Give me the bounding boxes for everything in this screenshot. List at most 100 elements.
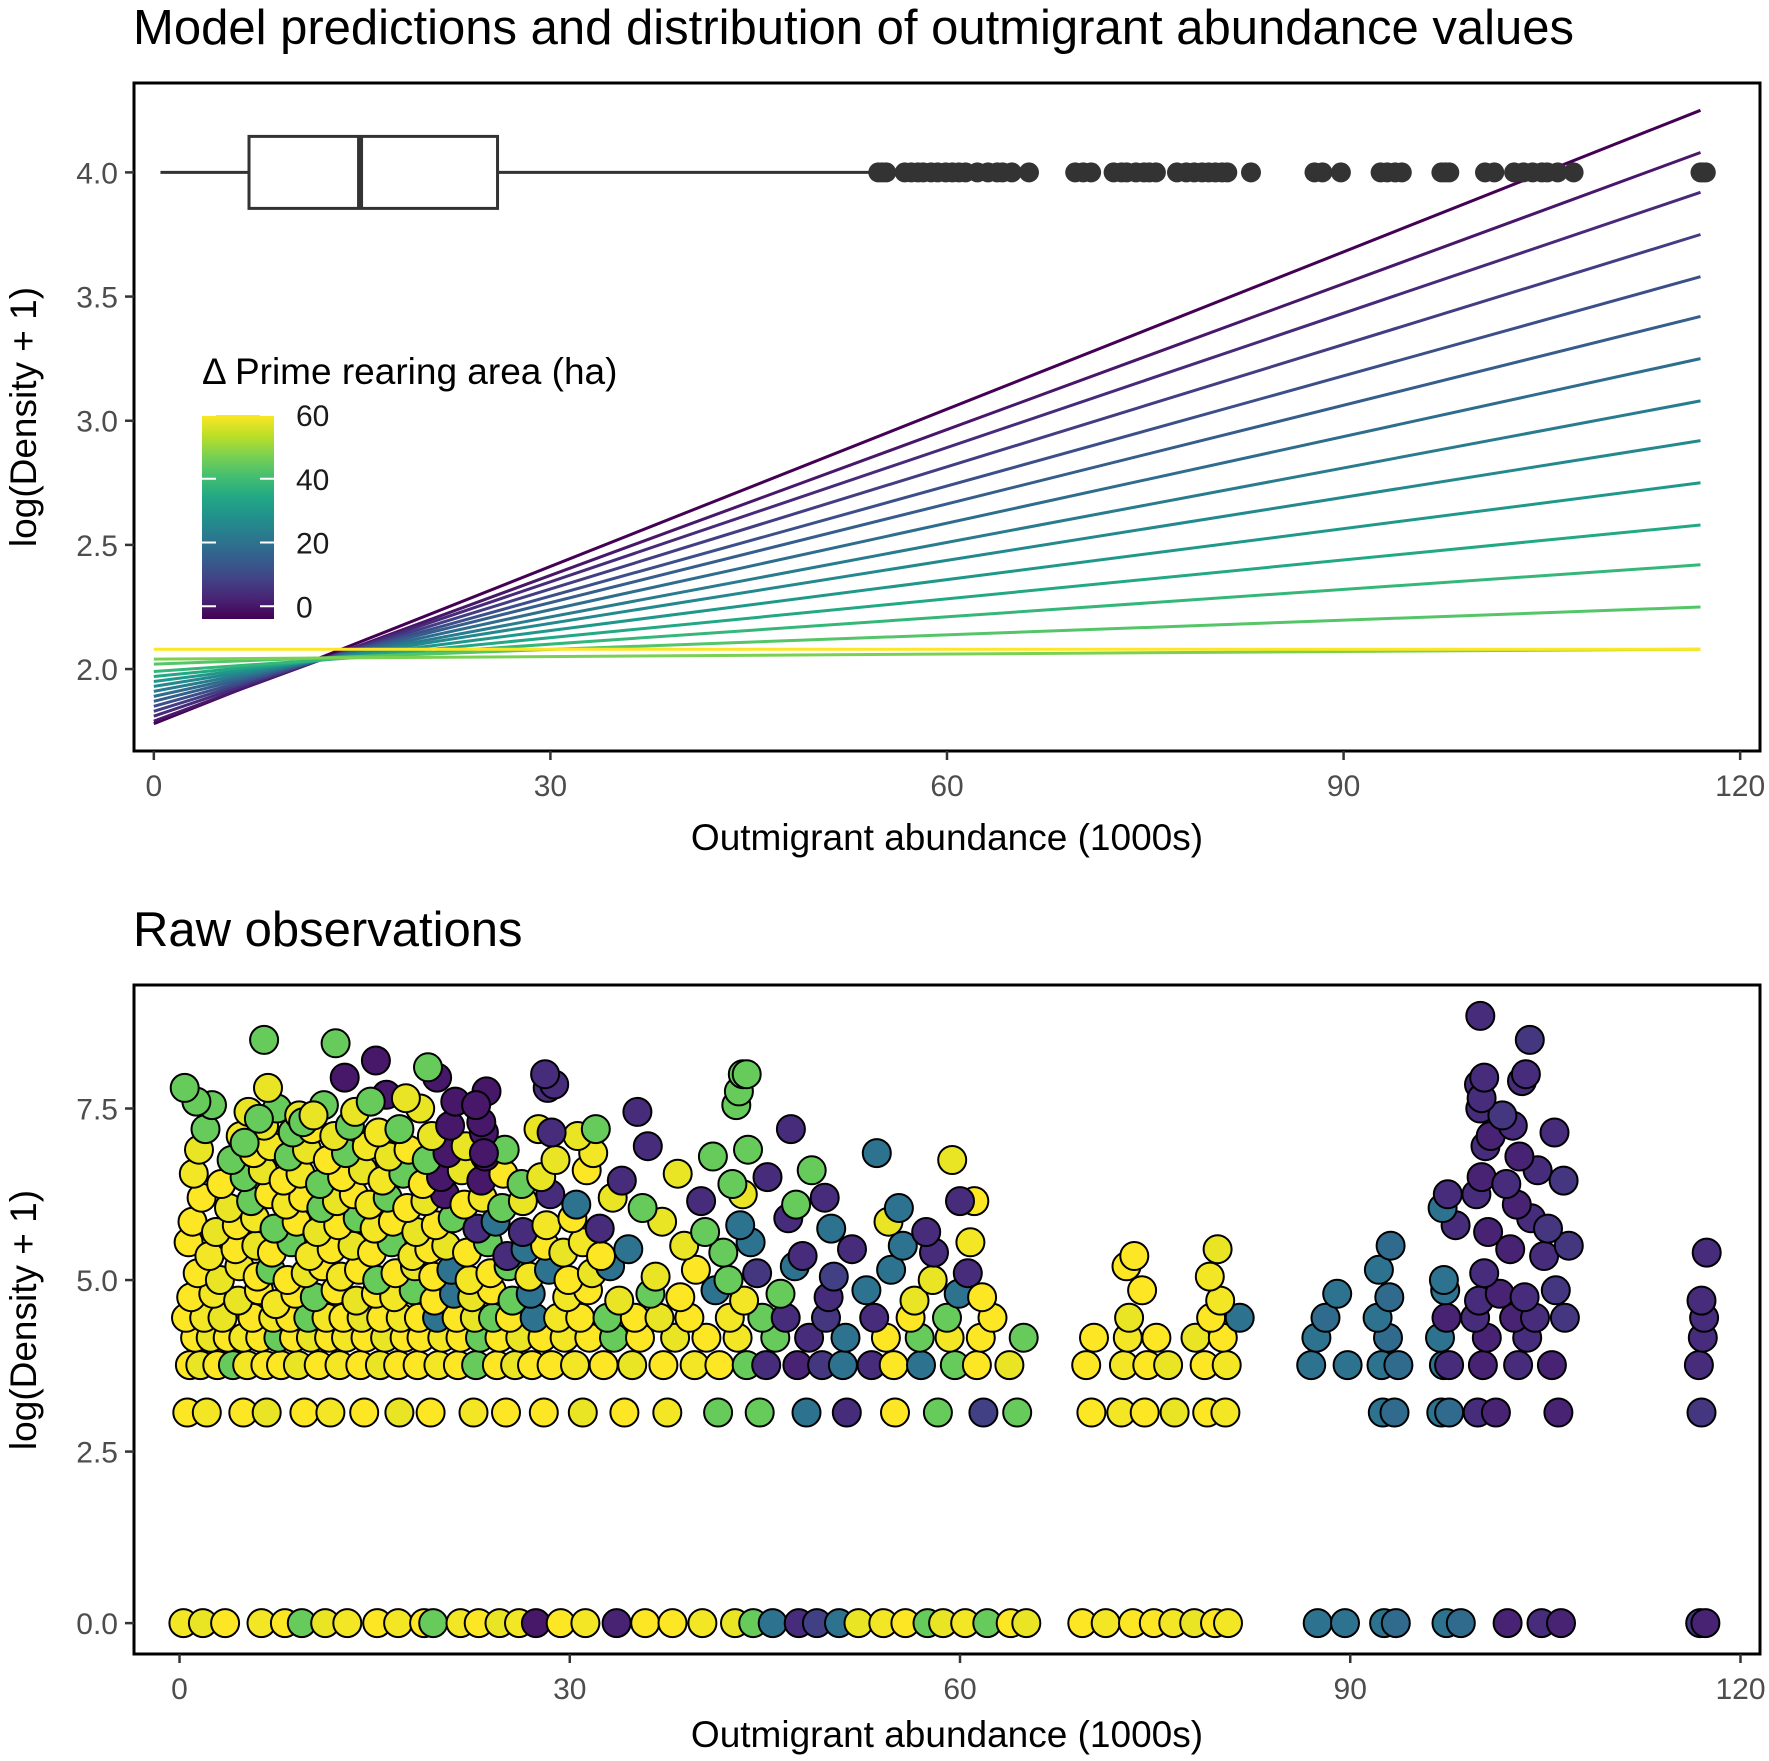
- observation-point: [604, 1285, 635, 1316]
- observation-point: [1194, 1261, 1225, 1292]
- observation-point: [1363, 1254, 1394, 1285]
- observation-point: [1428, 1265, 1459, 1295]
- observation-point: [859, 1302, 890, 1333]
- observation-point: [830, 1322, 861, 1353]
- observation-point: [1480, 1397, 1511, 1428]
- observation-point: [765, 1278, 796, 1309]
- observations-x-axis-title: Outmigrant abundance (1000s): [691, 1714, 1203, 1755]
- y-tick-label: 2.5: [76, 530, 118, 563]
- observation-point: [794, 1322, 825, 1353]
- observation-point: [883, 1193, 914, 1223]
- prediction-line-11: [153, 523, 1701, 678]
- prediction-y-axis-title: log(Density + 1): [3, 287, 44, 547]
- observation-point: [669, 1230, 700, 1261]
- observation-point: [1540, 1275, 1571, 1306]
- prediction-line-2: [153, 151, 1702, 723]
- observation-point: [1495, 1234, 1526, 1265]
- observation-point: [861, 1138, 892, 1169]
- observation-point: [1536, 1350, 1567, 1381]
- observation-point: [632, 1131, 663, 1162]
- observation-point: [1129, 1397, 1160, 1428]
- observation-point: [413, 1052, 443, 1083]
- observation-point: [1374, 1282, 1405, 1313]
- observation-point: [717, 1169, 748, 1199]
- observation-point: [606, 1165, 637, 1196]
- observation-point: [952, 1258, 983, 1289]
- observation-point: [994, 1350, 1025, 1381]
- observation-point: [1686, 1285, 1717, 1316]
- observation-point: [1071, 1350, 1102, 1381]
- observation-point: [289, 1397, 320, 1428]
- observation-point: [530, 1059, 561, 1090]
- observation-point: [560, 1350, 590, 1381]
- x-tick-label: 30: [534, 770, 567, 803]
- colorbar-ticks: 0 20 40 60: [202, 400, 329, 624]
- observation-point: [818, 1261, 849, 1292]
- observation-point: [360, 1045, 391, 1076]
- observation-points: [168, 1000, 1722, 1639]
- observation-point: [1434, 1397, 1465, 1428]
- observation-point: [491, 1397, 521, 1428]
- observation-point: [690, 1217, 721, 1247]
- x-tick-label: 30: [553, 1673, 586, 1706]
- observation-point: [580, 1114, 611, 1145]
- observations-x-axis: 0 30 60 90 120: [171, 1654, 1766, 1706]
- observation-point: [1469, 1062, 1500, 1093]
- colorbar-tick-label: 0: [296, 591, 313, 624]
- observation-point: [1473, 1217, 1504, 1247]
- observation-point: [458, 1397, 489, 1428]
- observation-point: [540, 1145, 571, 1175]
- boxplot-outlier: [1312, 162, 1333, 183]
- boxplot-outlier: [1563, 162, 1584, 183]
- observation-point: [561, 1189, 592, 1220]
- observation-point: [1467, 1350, 1498, 1381]
- y-tick-label: 5.0: [76, 1265, 118, 1298]
- observation-point: [315, 1397, 346, 1428]
- x-tick-label: 120: [1715, 1673, 1765, 1706]
- observation-point: [1090, 1608, 1121, 1639]
- observation-point: [729, 1285, 760, 1316]
- observations-panel-border: [132, 983, 1762, 1656]
- boxplot-outlier: [1001, 162, 1022, 183]
- observation-point: [383, 1608, 414, 1639]
- x-tick-label: 90: [1327, 770, 1360, 803]
- observation-point: [1503, 1350, 1534, 1381]
- observation-point: [665, 1282, 696, 1313]
- boxplot-outlier: [1330, 162, 1351, 183]
- observation-point: [955, 1227, 986, 1258]
- prediction-line-14: [153, 647, 1701, 661]
- observation-point: [687, 1608, 718, 1639]
- observation-point: [725, 1210, 756, 1241]
- observation-point: [640, 1261, 671, 1292]
- observations-y-axis: 0.0 2.5 5.0 7.5: [76, 1094, 134, 1641]
- observation-point: [622, 1096, 653, 1127]
- observation-point: [1504, 1141, 1535, 1172]
- prediction-line-1: [153, 108, 1702, 726]
- observation-point: [945, 1186, 975, 1217]
- observation-point: [1465, 1000, 1496, 1031]
- observation-point: [1514, 1024, 1545, 1055]
- observation-point: [298, 1100, 329, 1131]
- observation-point: [329, 1062, 360, 1093]
- observation-point: [713, 1265, 744, 1295]
- observation-point: [932, 1302, 962, 1333]
- prediction-line-13: [153, 605, 1701, 666]
- observation-point: [906, 1350, 936, 1381]
- boxplot-outlier: [1241, 162, 1261, 183]
- boxplot-box: [247, 134, 500, 210]
- observations-y-axis-title: log(Density + 1): [3, 1190, 44, 1450]
- x-tick-label: 0: [145, 770, 162, 803]
- observation-point: [531, 1210, 562, 1241]
- observation-point: [831, 1397, 862, 1428]
- observation-point: [652, 1397, 683, 1428]
- observation-point: [1469, 1258, 1500, 1289]
- observation-point: [1008, 1322, 1039, 1353]
- observation-point: [1548, 1165, 1579, 1196]
- prediction-line-3: [153, 190, 1701, 718]
- prediction-x-axis-title: Outmigrant abundance (1000s): [691, 817, 1203, 858]
- boxplot-outlier: [1145, 162, 1166, 183]
- observation-point: [742, 1258, 773, 1289]
- observation-point: [384, 1397, 415, 1428]
- observation-point: [686, 1186, 717, 1217]
- observation-point: [1509, 1282, 1540, 1313]
